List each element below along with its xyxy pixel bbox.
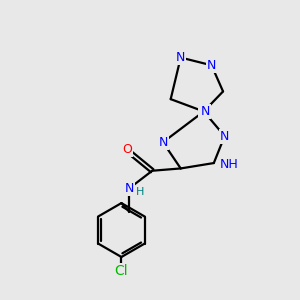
- Text: N: N: [124, 182, 134, 195]
- Text: H: H: [136, 187, 144, 197]
- Text: Cl: Cl: [115, 264, 128, 278]
- Text: N: N: [201, 105, 210, 118]
- Text: N: N: [199, 105, 208, 118]
- Text: N: N: [176, 51, 185, 64]
- Text: N: N: [158, 136, 168, 149]
- Text: NH: NH: [220, 158, 239, 171]
- Text: N: N: [220, 130, 229, 142]
- Text: O: O: [122, 143, 132, 157]
- Text: N: N: [207, 59, 216, 72]
